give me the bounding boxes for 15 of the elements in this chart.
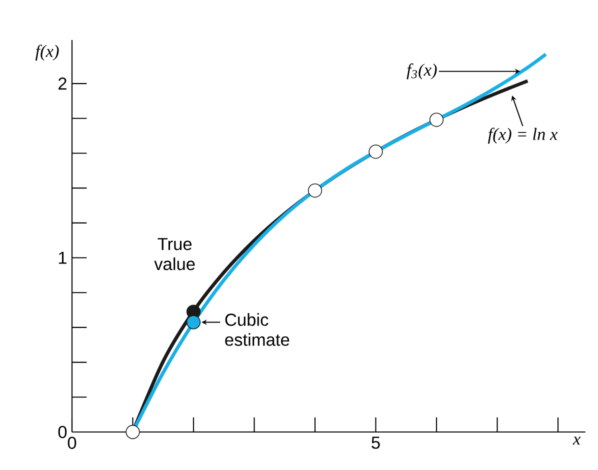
point bbox=[186, 315, 201, 330]
point bbox=[126, 424, 140, 440]
y-tick-label: 1 bbox=[58, 252, 66, 264]
y-tick-label: 2 bbox=[58, 77, 66, 90]
y-tick-label: 0 bbox=[58, 426, 67, 438]
point bbox=[368, 144, 383, 159]
x-tick-label: 5 bbox=[372, 436, 380, 449]
y-axis-title: f(x) bbox=[35, 44, 59, 61]
annotation: f$_{3}$(x) bbox=[406, 63, 437, 80]
annotation: Cubic estimate bbox=[225, 313, 290, 346]
annotation: True value bbox=[154, 238, 195, 270]
annotation: f(x) = ln x bbox=[488, 128, 558, 144]
point bbox=[308, 183, 322, 198]
x-axis-title: x bbox=[572, 436, 581, 445]
point bbox=[429, 112, 444, 127]
